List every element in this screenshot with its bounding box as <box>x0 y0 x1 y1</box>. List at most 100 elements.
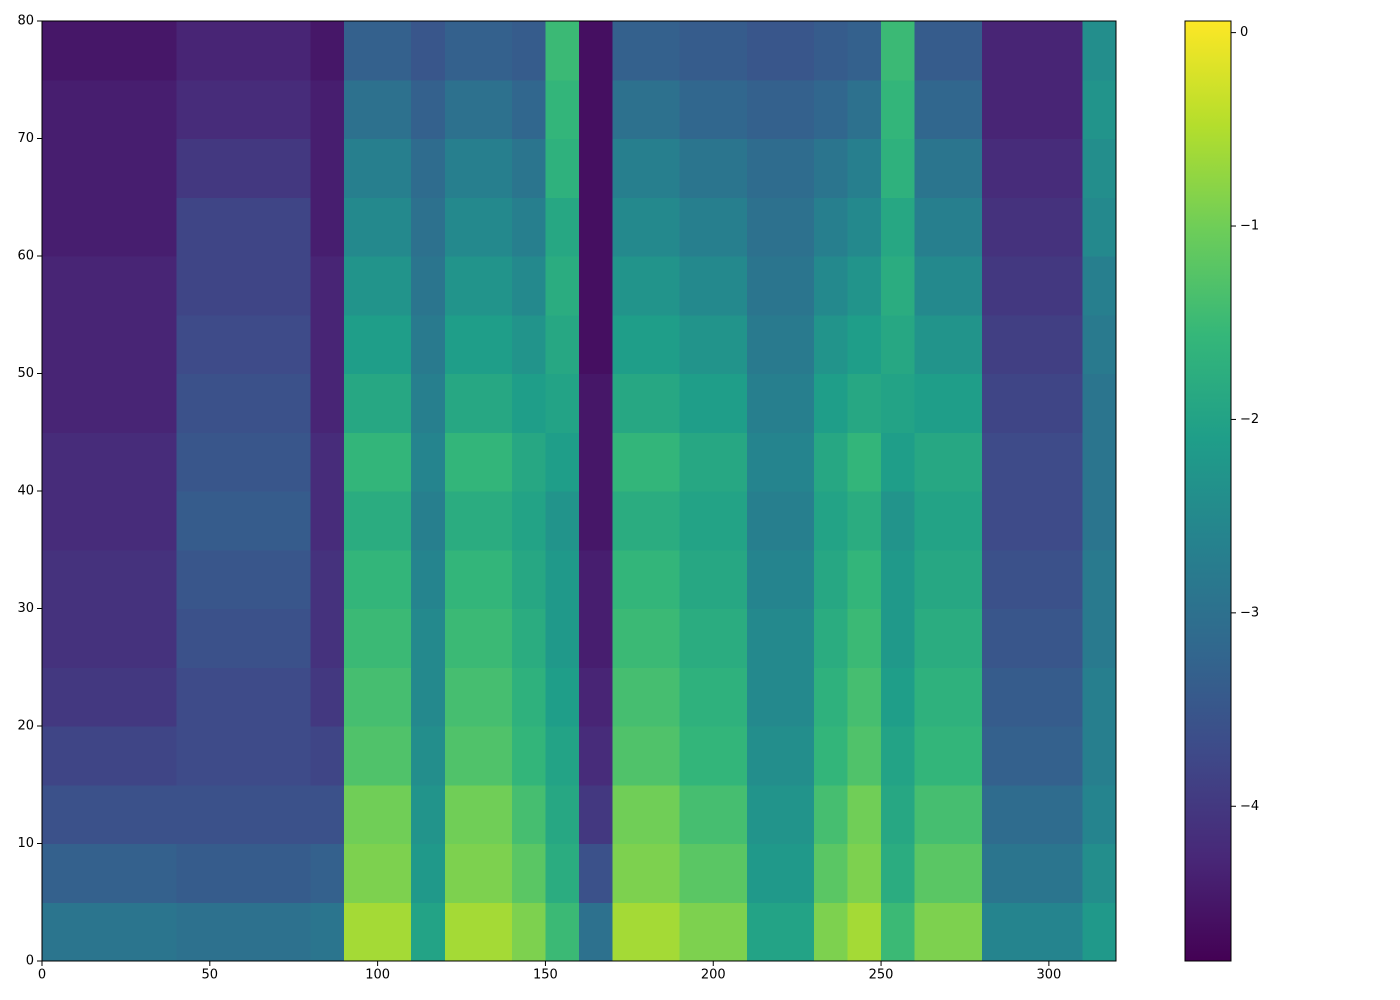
heat-cell <box>75 21 110 81</box>
heat-cell <box>847 314 882 374</box>
colorbar-tick-label: −3 <box>1240 605 1259 620</box>
heat-cell <box>646 667 681 727</box>
heat-cell <box>847 667 882 727</box>
heat-cell <box>344 197 379 257</box>
heat-cell <box>109 79 144 139</box>
heat-cell <box>344 491 379 551</box>
heat-cell <box>612 138 647 198</box>
heat-cell <box>679 549 714 609</box>
heat-cell <box>713 314 748 374</box>
heat-cell <box>612 726 647 786</box>
heat-cell <box>310 843 345 903</box>
heat-cell <box>1048 79 1083 139</box>
heat-cell <box>276 138 311 198</box>
heat-cell <box>276 843 311 903</box>
heat-cell <box>511 549 546 609</box>
heat-cell <box>377 784 412 844</box>
heat-cell <box>411 79 446 139</box>
heat-cell <box>746 197 781 257</box>
heat-cell <box>646 138 681 198</box>
heat-cell <box>679 314 714 374</box>
x-tick-label: 300 <box>1036 968 1061 983</box>
heat-cell <box>646 491 681 551</box>
heat-cell <box>243 843 278 903</box>
heat-cell <box>679 432 714 492</box>
heat-cell <box>780 608 815 668</box>
heat-cell <box>545 608 580 668</box>
heat-cell <box>411 432 446 492</box>
heat-cell <box>344 314 379 374</box>
heat-cell <box>545 432 580 492</box>
heat-cell <box>881 432 916 492</box>
heat-cell <box>981 549 1016 609</box>
heat-cell <box>42 549 77 609</box>
heat-cell <box>276 902 311 962</box>
heat-cell <box>579 256 614 316</box>
heat-cell <box>713 667 748 727</box>
heat-cell <box>243 667 278 727</box>
heat-cell <box>377 373 412 433</box>
heat-cell <box>176 79 211 139</box>
heat-cell <box>646 79 681 139</box>
heat-cell <box>1048 256 1083 316</box>
heat-cell <box>75 314 110 374</box>
heat-cell <box>511 902 546 962</box>
heat-cell <box>579 608 614 668</box>
heat-cell <box>1082 256 1117 316</box>
heat-cell <box>478 667 513 727</box>
heat-cell <box>243 549 278 609</box>
heat-cell <box>142 608 177 668</box>
heat-cell <box>1082 843 1117 903</box>
heat-cell <box>881 902 916 962</box>
heat-cell <box>75 667 110 727</box>
heat-cell <box>243 491 278 551</box>
heat-cell <box>847 373 882 433</box>
heat-cell <box>1082 79 1117 139</box>
heat-cell <box>209 79 244 139</box>
heat-cell <box>746 432 781 492</box>
heat-cell <box>344 608 379 668</box>
heat-cell <box>545 902 580 962</box>
heat-cell <box>780 138 815 198</box>
heat-cell <box>209 256 244 316</box>
heat-cell <box>1048 784 1083 844</box>
heat-cell <box>948 256 983 316</box>
heat-cell <box>478 432 513 492</box>
heat-cell <box>813 843 848 903</box>
heat-cell <box>511 667 546 727</box>
heat-cell <box>411 902 446 962</box>
heat-cell <box>948 549 983 609</box>
heat-cell <box>881 726 916 786</box>
heat-cell <box>176 314 211 374</box>
heat-cell <box>948 784 983 844</box>
colorbar-tick-label: −4 <box>1240 799 1259 814</box>
heat-cell <box>545 843 580 903</box>
heat-cell <box>713 373 748 433</box>
heat-cell <box>1015 491 1050 551</box>
heat-cell <box>780 902 815 962</box>
heat-cell <box>914 491 949 551</box>
x-tick-label: 250 <box>869 968 894 983</box>
heat-cell <box>176 197 211 257</box>
heat-cell <box>813 432 848 492</box>
heat-cell <box>276 21 311 81</box>
heat-cell <box>579 726 614 786</box>
heat-cell <box>511 608 546 668</box>
heat-cell <box>780 726 815 786</box>
heat-cell <box>612 491 647 551</box>
heat-cell <box>612 256 647 316</box>
heat-cell <box>511 256 546 316</box>
heat-cell <box>176 608 211 668</box>
heat-cell <box>478 79 513 139</box>
heat-cell <box>310 726 345 786</box>
heat-cell <box>75 138 110 198</box>
heat-cell <box>444 138 479 198</box>
heat-cell <box>109 843 144 903</box>
heat-cell <box>176 138 211 198</box>
heat-cell <box>881 314 916 374</box>
heat-cell <box>679 373 714 433</box>
colorbar <box>1184 20 1232 962</box>
heat-cell <box>310 256 345 316</box>
heat-cell <box>444 843 479 903</box>
heat-cell <box>612 21 647 81</box>
